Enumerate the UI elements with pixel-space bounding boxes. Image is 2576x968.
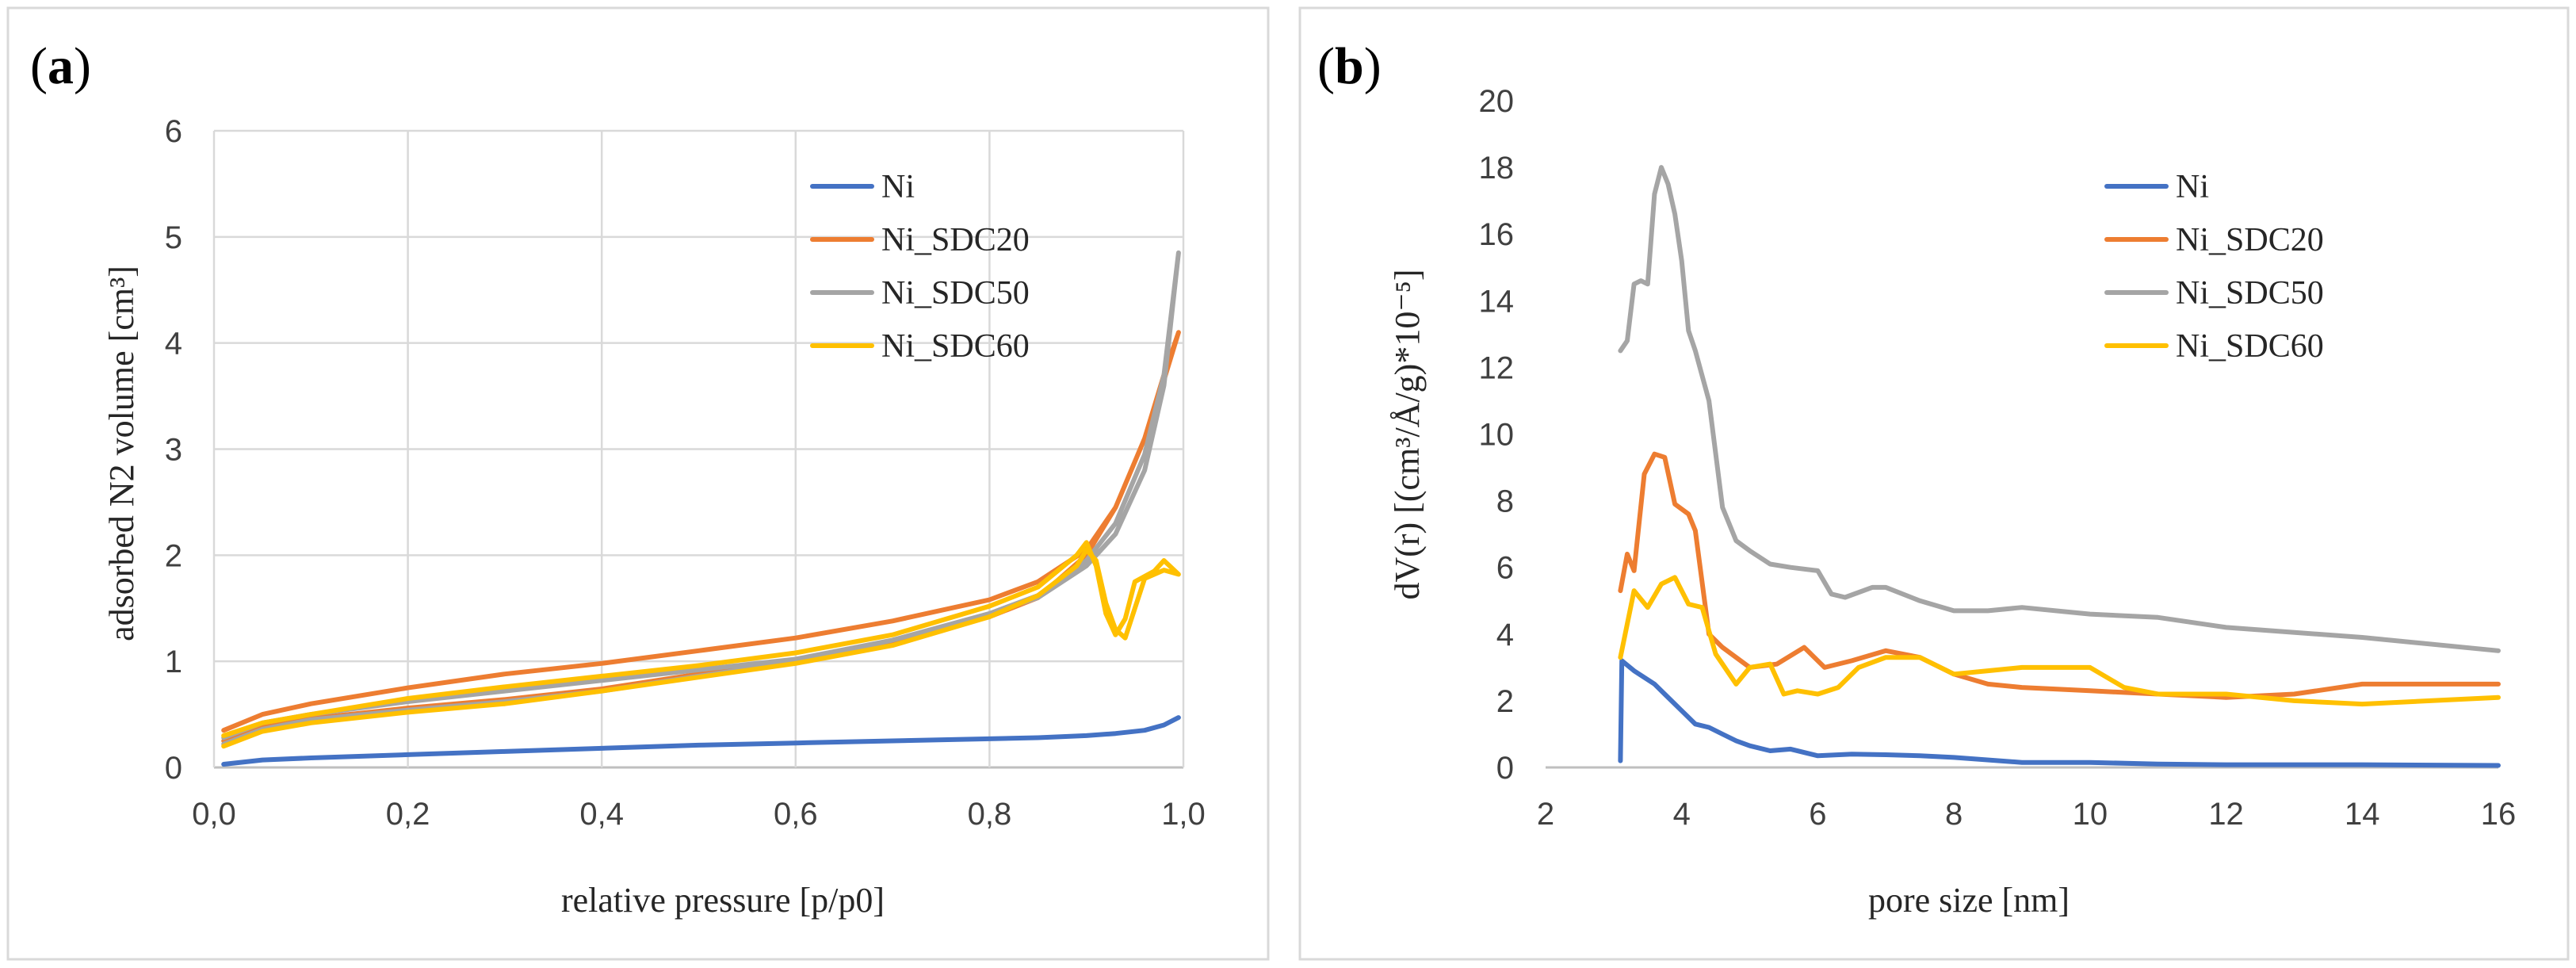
legend-label: Ni_SDC20 — [881, 222, 1030, 258]
chart-panel-a: (a) 0 1 2 3 4 5 6 0,0 0,2 0,4 0,6 0,8 1,0 relative … — [6, 6, 1270, 961]
legend-label: Ni_SDC60 — [2176, 328, 2324, 365]
x-tick-label: 2 — [1537, 797, 1554, 832]
panel-a-xticks: 0,0 0,2 0,4 0,6 0,8 1,0 — [192, 797, 1206, 832]
y-tick-label: 4 — [165, 327, 182, 362]
x-tick-label: 0,0 — [192, 797, 236, 832]
x-tick-label: 0,6 — [774, 797, 818, 832]
y-tick-label: 0 — [1496, 751, 1514, 786]
x-tick-label: 16 — [2481, 797, 2517, 832]
y-tick-label: 4 — [1496, 618, 1514, 652]
x-tick-label: 1,0 — [1161, 797, 1206, 832]
y-tick-label: 20 — [1479, 84, 1515, 119]
x-tick-label: 6 — [1809, 797, 1826, 832]
x-tick-label: 12 — [2208, 797, 2244, 832]
panel-a-yticks: 0 1 2 3 4 5 6 — [165, 114, 182, 786]
panel-b-label: (b) — [1317, 37, 1382, 95]
y-tick-label: 2 — [165, 538, 182, 573]
y-tick-label: 5 — [165, 220, 182, 255]
series-line-ni — [221, 715, 1181, 767]
panel-b-frame — [1298, 6, 2570, 961]
series-line-ni-sdc60 — [1618, 575, 2501, 707]
panel-b-series — [1618, 165, 2501, 768]
x-tick-label: 0,4 — [579, 797, 624, 832]
y-tick-label: 12 — [1479, 350, 1515, 385]
legend-label: Ni_SDC20 — [2176, 222, 2324, 258]
y-tick-label: 10 — [1479, 418, 1515, 453]
x-tick-label: 10 — [2073, 797, 2108, 832]
legend-label: Ni_SDC50 — [881, 275, 1030, 312]
y-tick-label: 0 — [165, 751, 182, 786]
y-tick-label: 14 — [1479, 284, 1515, 319]
panel-b-x-axis-title: pore size [nm] — [1868, 881, 2070, 920]
x-tick-label: 14 — [2345, 797, 2380, 832]
y-tick-label: 16 — [1479, 217, 1515, 252]
y-tick-label: 8 — [1496, 484, 1514, 519]
x-tick-label: 4 — [1673, 797, 1691, 832]
y-tick-label: 6 — [165, 114, 182, 149]
panel-a-legend: Ni Ni_SDC20 Ni_SDC50 Ni_SDC60 — [810, 169, 1030, 365]
panel-a-y-axis-title: adsorbed N2 volume [cm³] — [102, 266, 141, 641]
panel-a-x-axis-title: relative pressure [p/p0] — [561, 881, 885, 920]
panel-b-legend: Ni Ni_SDC20 Ni_SDC50 Ni_SDC60 — [2104, 169, 2324, 365]
y-tick-label: 3 — [165, 433, 182, 468]
panel-b-xticks: 2 4 6 8 10 12 14 16 — [1537, 797, 2516, 832]
panel-b-y-axis-title: dV(r) [(cm³/Å/g)*10⁻⁵] — [1388, 269, 1427, 599]
y-tick-label: 6 — [1496, 551, 1514, 586]
panel-a-frame — [6, 6, 1270, 961]
series-line-ni — [1618, 658, 2501, 768]
legend-label: Ni_SDC50 — [2176, 275, 2324, 312]
panel-a-grid — [212, 129, 1185, 769]
legend-label: Ni — [2176, 169, 2209, 205]
legend-label: Ni_SDC60 — [881, 328, 1030, 365]
series-line-ni-sdc60 — [221, 540, 1181, 749]
x-tick-label: 8 — [1945, 797, 1963, 832]
panel-b-yticks: 0 2 4 6 8 10 12 14 16 18 20 — [1479, 84, 1515, 786]
x-tick-label: 0,2 — [386, 797, 430, 832]
legend-label: Ni — [881, 169, 915, 205]
y-tick-label: 18 — [1479, 151, 1515, 186]
y-tick-label: 1 — [165, 645, 182, 679]
y-tick-label: 2 — [1496, 684, 1514, 719]
panel-a-series — [221, 250, 1181, 767]
panel-a-label: (a) — [30, 37, 91, 95]
x-tick-label: 0,8 — [968, 797, 1012, 832]
series-line-ni-sdc50 — [1618, 165, 2501, 653]
